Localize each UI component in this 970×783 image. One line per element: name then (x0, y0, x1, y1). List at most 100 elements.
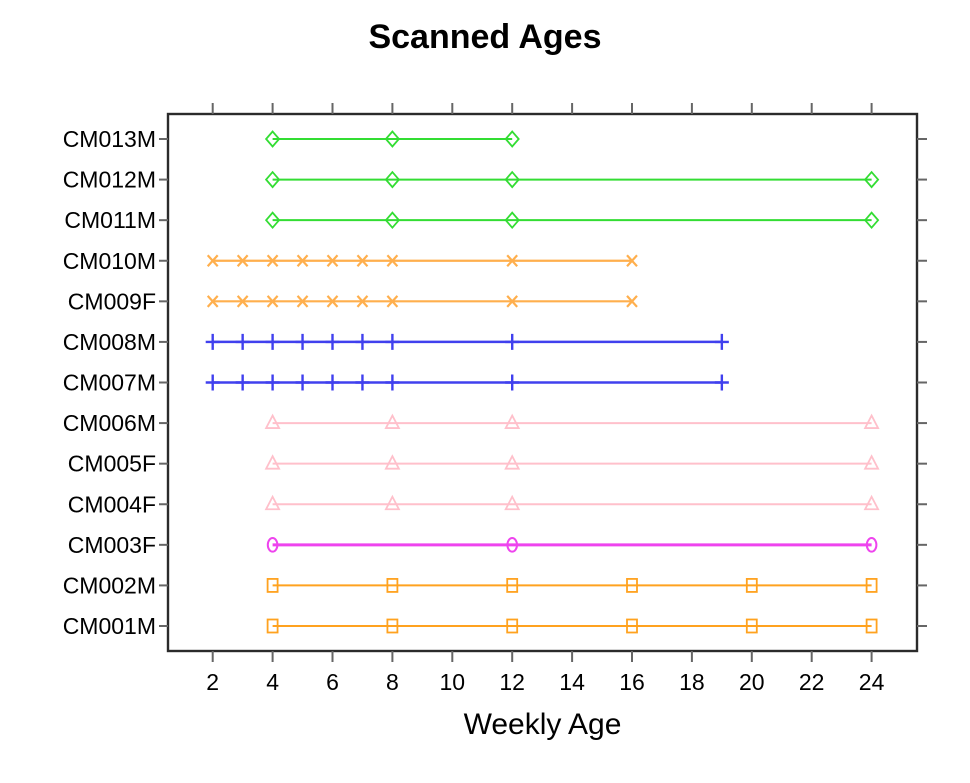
series-marker-x (206, 295, 219, 308)
series-marker-plus (235, 333, 250, 350)
series-marker-square (266, 618, 279, 634)
y-tick-label: CM004F (68, 491, 156, 517)
x-tick-label: 2 (206, 669, 219, 695)
series-marker-triangle (384, 454, 401, 470)
series-marker-diamond (384, 130, 401, 148)
y-tick-label: CM005F (68, 451, 156, 477)
chart-title: Scanned Ages (368, 18, 602, 56)
y-tick-label: CM013M (63, 126, 156, 152)
series-marker-plus (355, 333, 370, 350)
x-tick-label: 20 (739, 669, 765, 695)
series-marker-triangle (384, 413, 401, 429)
series-marker-diamond (504, 170, 520, 189)
series-marker-plus (205, 333, 220, 350)
series-marker-square (626, 578, 638, 593)
x-tick-label: 18 (679, 669, 705, 695)
series-marker-square (506, 578, 519, 593)
series-marker-x (356, 295, 369, 308)
series-marker-diamond (863, 211, 880, 230)
y-tick-label: CM008M (63, 329, 156, 355)
series-marker-x (506, 254, 519, 267)
series-marker-square (865, 618, 878, 634)
series-marker-x (266, 254, 279, 267)
y-tick-label: CM012M (63, 167, 156, 193)
series-marker-triangle (504, 413, 521, 429)
series-marker-diamond (264, 211, 281, 230)
x-tick-label: 4 (266, 669, 279, 695)
series-marker-triangle (863, 454, 880, 470)
series-marker-x (326, 295, 339, 308)
series-marker-triangle (504, 494, 521, 511)
series-marker-x (386, 254, 399, 267)
series-marker-plus (265, 374, 280, 391)
series-marker-x (356, 254, 369, 267)
series-marker-square (266, 578, 279, 593)
y-tick-label: CM001M (63, 613, 156, 639)
series-marker-plus (505, 333, 520, 350)
series-marker-plus (205, 374, 220, 391)
series-marker-circle (266, 537, 279, 553)
series-marker-square (506, 618, 519, 634)
series-marker-plus (385, 374, 400, 391)
x-tick-label: 10 (440, 669, 466, 695)
series-marker-plus (385, 333, 400, 350)
series-marker-triangle (863, 494, 880, 511)
series-marker-square (386, 578, 399, 593)
series-marker-triangle (384, 494, 401, 511)
series-marker-square (745, 578, 758, 593)
series-marker-circle (865, 537, 878, 553)
series-marker-circle (506, 537, 519, 553)
y-tick-label: CM009F (68, 288, 156, 314)
series-marker-square (386, 618, 399, 634)
x-axis-label: Weekly Age (463, 708, 622, 741)
series-marker-diamond (863, 170, 880, 189)
series-marker-x (236, 254, 249, 267)
series-marker-plus (265, 333, 280, 350)
y-tick-label: CM003F (68, 532, 156, 558)
series-marker-plus (355, 374, 370, 391)
series-marker-triangle (504, 454, 521, 470)
series-marker-square (626, 618, 638, 634)
x-tick-label: 8 (386, 669, 399, 695)
series-marker-x (506, 295, 519, 308)
series-marker-plus (325, 333, 340, 350)
series-marker-plus (325, 374, 340, 391)
series-marker-x (206, 254, 219, 267)
series-marker-diamond (504, 130, 520, 148)
y-tick-label: CM002M (63, 572, 156, 598)
series-marker-diamond (504, 211, 520, 230)
series-marker-diamond (264, 170, 281, 189)
series-marker-triangle (863, 413, 880, 429)
series-marker-triangle (264, 413, 281, 429)
series-marker-x (236, 295, 249, 308)
series-marker-x (386, 295, 399, 308)
series-marker-x (296, 254, 309, 267)
series-marker-diamond (384, 170, 401, 189)
series-marker-x (626, 254, 638, 267)
series-marker-square (745, 618, 758, 634)
series-marker-plus (714, 374, 729, 391)
x-tick-label: 22 (799, 669, 825, 695)
series-marker-plus (295, 374, 310, 391)
series-marker-x (266, 295, 279, 308)
series-marker-square (865, 578, 878, 593)
series-marker-plus (235, 374, 250, 391)
series-marker-x (296, 295, 309, 308)
x-tick-label: 12 (499, 669, 525, 695)
series-marker-diamond (384, 211, 401, 230)
series-marker-plus (505, 374, 520, 391)
y-tick-label: CM007M (63, 370, 156, 396)
y-tick-label: CM006M (63, 410, 156, 436)
series-marker-x (626, 295, 638, 308)
series-marker-plus (714, 333, 729, 350)
series-marker-triangle (264, 454, 281, 470)
series-marker-x (326, 254, 339, 267)
y-tick-label: CM010M (63, 248, 156, 274)
x-tick-label: 14 (559, 669, 585, 695)
x-tick-label: 16 (619, 669, 645, 695)
x-tick-label: 24 (859, 669, 885, 695)
series-marker-triangle (264, 494, 281, 511)
series-marker-diamond (264, 130, 281, 148)
